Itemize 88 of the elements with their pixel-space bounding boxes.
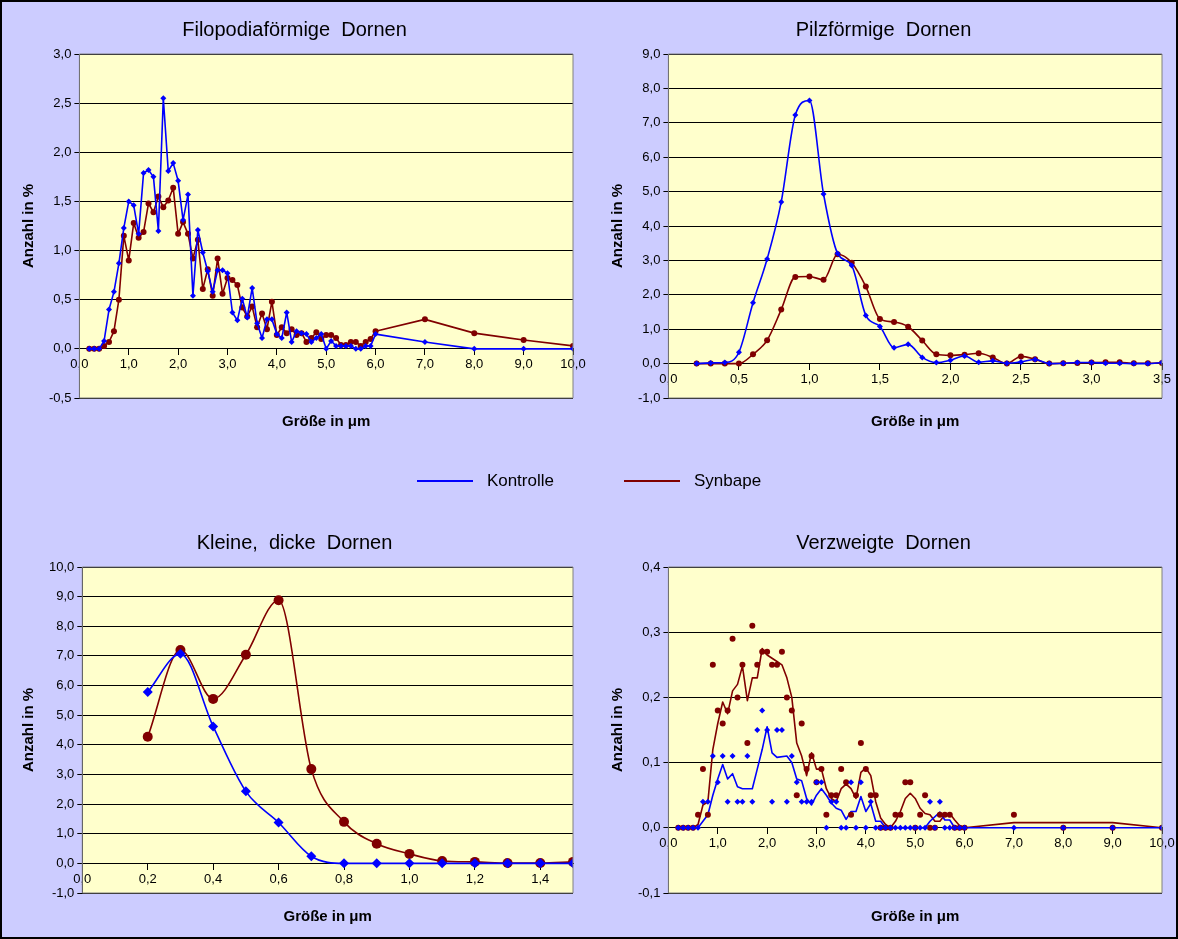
y-tick-label: 0,4 <box>642 558 661 574</box>
y-tick-label: 7,0 <box>56 647 75 663</box>
legend-label: Synbape <box>693 471 762 491</box>
x-tick-label: 0,0 <box>659 835 678 851</box>
y-tick-label: 6,0 <box>56 677 75 693</box>
x-tick-label: 1,0 <box>708 835 727 851</box>
x-tick-label: 3,0 <box>807 835 826 851</box>
y-tick-label: 6,0 <box>642 148 661 164</box>
x-tick-label: 2,0 <box>758 835 777 851</box>
x-tick-label: 1,4 <box>531 870 550 886</box>
y-tick-label: 3,0 <box>53 45 72 61</box>
x-tick-label: 0,4 <box>204 870 223 886</box>
y-tick-label: 10,0 <box>48 558 75 574</box>
y-tick-label: 0,1 <box>642 754 661 770</box>
y-tick-label: 1,0 <box>53 242 72 258</box>
x-tick-label: 9,0 <box>514 356 533 372</box>
y-tick-label: 0,0 <box>53 340 72 356</box>
y-tick-label: 2,0 <box>53 143 72 159</box>
x-tick-label: 1,5 <box>870 370 889 386</box>
x-tick-label: 9,0 <box>1103 835 1122 851</box>
chart-title: Pilzförmige Dornen <box>795 17 972 40</box>
y-tick-label: 0,0 <box>56 854 75 870</box>
x-tick-label: 0,0 <box>659 370 678 386</box>
x-tick-label: 10,0 <box>1149 835 1175 851</box>
y-tick-label: 0,0 <box>642 819 661 835</box>
chart-title: Kleine, dicke Dornen <box>196 530 393 553</box>
legend-label: Kontrolle <box>486 471 554 491</box>
x-tick-label: 3,5 <box>1152 370 1172 386</box>
y-tick-label: 5,0 <box>642 183 661 199</box>
x-tick-label: 6,0 <box>366 356 385 372</box>
x-tick-label: 1,2 <box>465 870 484 886</box>
x-tick-label: 3,0 <box>218 356 237 372</box>
y-tick-label: 1,5 <box>53 193 72 209</box>
y-tick-label: 3,0 <box>56 766 75 782</box>
x-tick-label: 2,0 <box>941 370 960 386</box>
x-axis-title: Größe in μm <box>282 412 371 430</box>
y-tick-label: 4,0 <box>642 217 661 233</box>
y-axis-title: Anzahl in % <box>608 687 626 773</box>
x-tick-label: 7,0 <box>1004 835 1023 851</box>
y-tick-label: 9,0 <box>642 45 661 61</box>
y-tick-label: 0,3 <box>642 623 661 639</box>
y-tick-label: 2,0 <box>642 286 661 302</box>
x-tick-label: 5,0 <box>906 835 925 851</box>
y-tick-label: -0,5 <box>48 389 72 405</box>
chart-title: Verzweigte Dornen <box>796 530 971 553</box>
x-tick-label: 4,0 <box>856 835 875 851</box>
x-tick-label: 3,0 <box>1082 370 1101 386</box>
x-tick-label: 1,0 <box>119 356 138 372</box>
x-tick-label: 6,0 <box>955 835 974 851</box>
x-tick-label: 8,0 <box>1054 835 1073 851</box>
x-tick-label: 7,0 <box>415 356 434 372</box>
y-tick-label: 8,0 <box>642 79 661 95</box>
x-tick-label: 0,6 <box>269 870 288 886</box>
y-tick-label: 7,0 <box>642 114 661 130</box>
y-tick-label: 2,5 <box>53 94 72 110</box>
x-tick-label: 10,0 <box>560 356 586 372</box>
y-tick-label: 8,0 <box>56 617 75 633</box>
x-tick-label: 2,0 <box>169 356 188 372</box>
x-tick-label: 2,5 <box>1011 370 1031 386</box>
y-tick-label: 9,0 <box>56 588 75 604</box>
x-tick-label: 0,2 <box>138 870 157 886</box>
y-tick-label: 4,0 <box>56 736 75 752</box>
x-tick-label: 5,0 <box>317 356 336 372</box>
y-tick-label: 3,0 <box>642 251 661 267</box>
y-tick-label: 0,2 <box>642 688 661 704</box>
x-tick-label: 4,0 <box>267 356 286 372</box>
y-axis-title: Anzahl in % <box>608 183 626 269</box>
y-tick-label: 1,0 <box>56 825 75 841</box>
y-tick-label: 5,0 <box>56 706 75 722</box>
chart-title: Filopodiaförmige Dornen <box>182 17 407 40</box>
y-tick-label: 2,0 <box>56 795 75 811</box>
x-tick-label: 8,0 <box>465 356 484 372</box>
y-tick-label: -0,1 <box>637 884 661 900</box>
y-tick-label: 1,0 <box>642 320 661 336</box>
y-tick-label: -1,0 <box>51 884 75 900</box>
x-tick-label: 0,0 <box>73 870 92 886</box>
y-tick-label: 0,5 <box>53 291 72 307</box>
x-axis-title: Größe in μm <box>283 907 372 925</box>
x-tick-label: 0,0 <box>70 356 89 372</box>
x-tick-label: 1,0 <box>800 370 819 386</box>
y-tick-label: -1,0 <box>637 389 661 405</box>
x-axis-title: Größe in μm <box>871 412 960 430</box>
y-axis-title: Anzahl in % <box>19 183 37 269</box>
x-tick-label: 1,0 <box>400 870 419 886</box>
x-axis-title: Größe in μm <box>871 907 960 925</box>
x-tick-label: 0,8 <box>334 870 354 886</box>
y-axis-title: Anzahl in % <box>19 687 37 773</box>
x-tick-label: 0,5 <box>729 370 748 386</box>
